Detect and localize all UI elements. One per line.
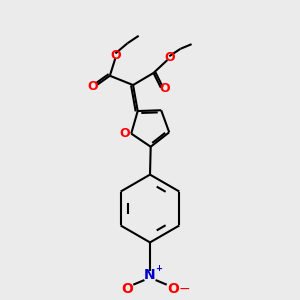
Text: N: N <box>144 268 156 282</box>
Text: O: O <box>119 127 130 140</box>
Text: −: − <box>178 282 190 296</box>
Text: O: O <box>87 80 98 93</box>
Text: O: O <box>121 282 133 296</box>
Text: O: O <box>110 49 121 62</box>
Text: +: + <box>155 264 162 273</box>
Text: O: O <box>164 51 175 64</box>
Text: O: O <box>167 282 179 296</box>
Text: O: O <box>159 82 170 95</box>
